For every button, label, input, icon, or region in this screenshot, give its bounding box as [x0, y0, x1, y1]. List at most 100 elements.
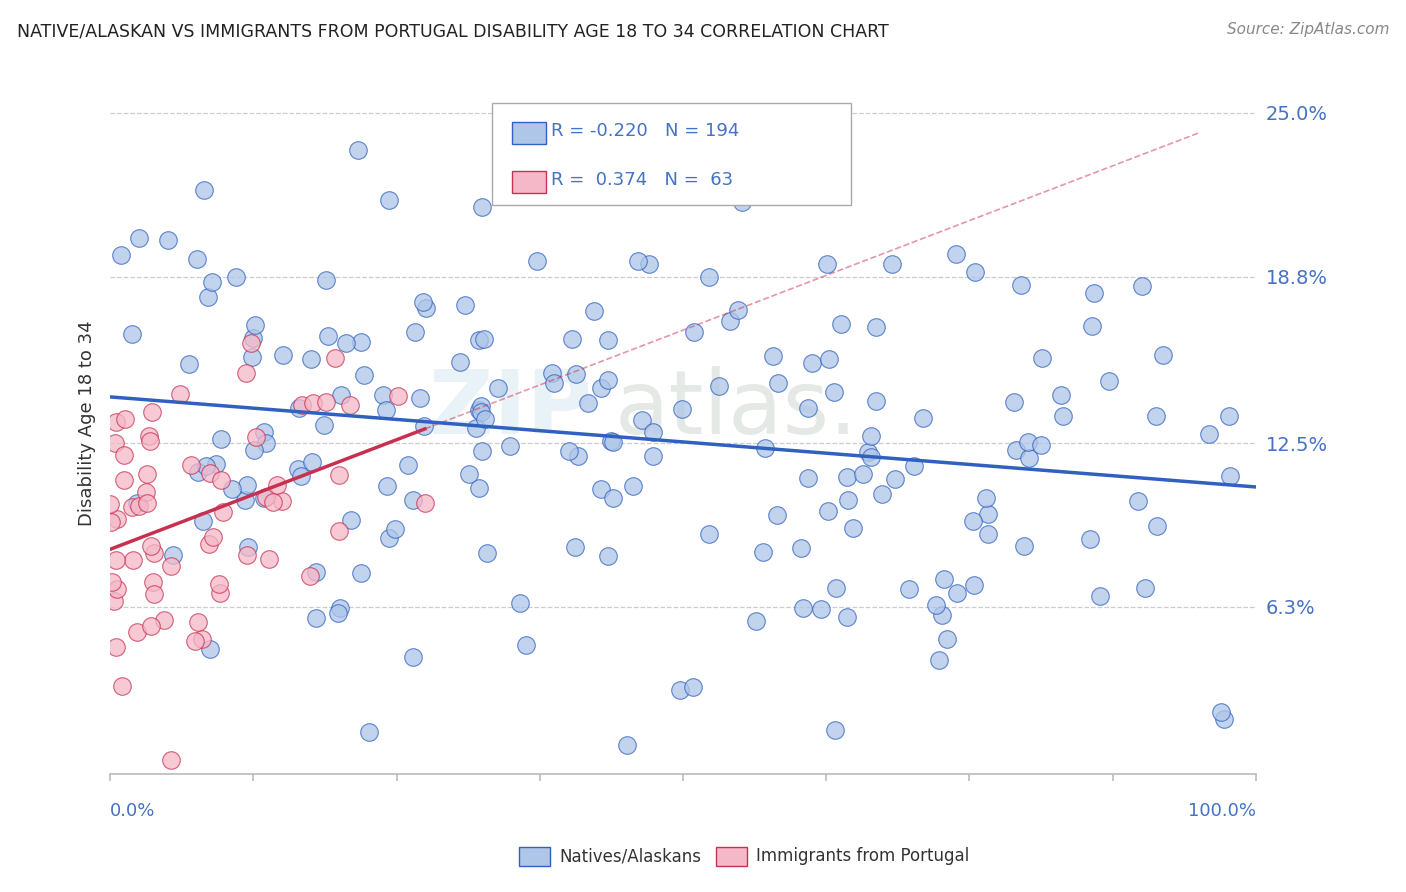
Point	[810, 601, 832, 615]
Point	[236, 540, 259, 554]
Point	[945, 247, 967, 261]
Point	[159, 753, 181, 767]
Point	[212, 505, 235, 519]
Point	[837, 493, 859, 508]
Point	[412, 294, 434, 309]
Point	[1098, 374, 1121, 388]
Y-axis label: Disability Age 18 to 34: Disability Age 18 to 34	[79, 320, 96, 526]
Text: atlas.: atlas.	[614, 366, 858, 453]
Point	[474, 412, 496, 426]
Point	[315, 395, 337, 409]
Point	[766, 508, 789, 522]
Point	[357, 725, 380, 739]
Point	[100, 515, 122, 529]
Point	[384, 522, 406, 536]
Point	[110, 248, 132, 262]
Point	[509, 595, 531, 609]
Point	[236, 549, 259, 563]
Point	[1219, 468, 1241, 483]
Text: ZIP: ZIP	[429, 366, 592, 453]
Point	[1198, 427, 1220, 442]
Point	[121, 326, 143, 341]
Point	[1078, 532, 1101, 546]
Point	[287, 401, 309, 416]
Point	[221, 483, 243, 497]
Point	[621, 479, 644, 493]
Point	[567, 450, 589, 464]
Point	[602, 491, 624, 505]
Point	[402, 649, 425, 664]
Point	[561, 332, 583, 346]
Text: 100.0%: 100.0%	[1188, 802, 1256, 820]
Point	[526, 253, 548, 268]
Point	[1012, 539, 1035, 553]
Point	[835, 470, 858, 484]
Point	[1083, 285, 1105, 300]
Text: R = -0.220   N = 194: R = -0.220 N = 194	[551, 122, 740, 140]
Point	[111, 679, 134, 693]
Point	[699, 526, 721, 541]
Point	[301, 455, 323, 469]
Point	[540, 366, 562, 380]
Point	[643, 425, 665, 439]
Point	[350, 566, 373, 581]
Point	[591, 482, 613, 496]
Point	[105, 415, 128, 429]
Point	[1130, 278, 1153, 293]
Point	[200, 275, 222, 289]
Point	[186, 465, 208, 479]
Point	[931, 607, 953, 622]
Point	[596, 549, 619, 563]
Point	[243, 318, 266, 332]
Point	[328, 524, 350, 539]
Point	[305, 611, 328, 625]
Point	[404, 325, 426, 339]
Point	[329, 601, 352, 615]
Point	[121, 500, 143, 515]
Point	[792, 600, 814, 615]
Point	[290, 468, 312, 483]
Point	[486, 381, 509, 395]
Point	[1031, 438, 1053, 452]
Point	[472, 333, 495, 347]
Point	[564, 540, 586, 554]
Point	[1209, 705, 1232, 719]
Point	[105, 512, 128, 526]
Point	[925, 598, 948, 612]
Point	[856, 445, 879, 459]
Point	[208, 586, 231, 600]
Point	[1133, 581, 1156, 595]
Point	[235, 366, 257, 380]
Point	[963, 577, 986, 591]
Point	[347, 143, 370, 157]
Point	[139, 618, 162, 632]
Point	[468, 402, 491, 417]
Point	[105, 640, 128, 654]
Point	[104, 436, 127, 450]
Point	[637, 257, 659, 271]
Point	[413, 496, 436, 510]
Point	[790, 541, 813, 555]
Point	[209, 473, 232, 487]
Point	[184, 633, 207, 648]
Point	[371, 388, 394, 402]
Point	[860, 429, 883, 443]
Point	[669, 683, 692, 698]
Point	[209, 432, 232, 446]
Point	[602, 435, 624, 450]
Point	[564, 367, 586, 381]
Text: Immigrants from Portugal: Immigrants from Portugal	[756, 847, 970, 865]
Point	[818, 351, 841, 366]
Point	[136, 496, 159, 510]
Point	[204, 457, 226, 471]
Point	[865, 393, 887, 408]
Point	[596, 333, 619, 347]
Point	[139, 434, 162, 449]
Point	[903, 458, 925, 473]
Point	[266, 478, 288, 492]
Point	[316, 328, 339, 343]
Point	[697, 270, 720, 285]
Point	[1144, 409, 1167, 423]
Point	[965, 265, 987, 279]
Point	[841, 521, 863, 535]
